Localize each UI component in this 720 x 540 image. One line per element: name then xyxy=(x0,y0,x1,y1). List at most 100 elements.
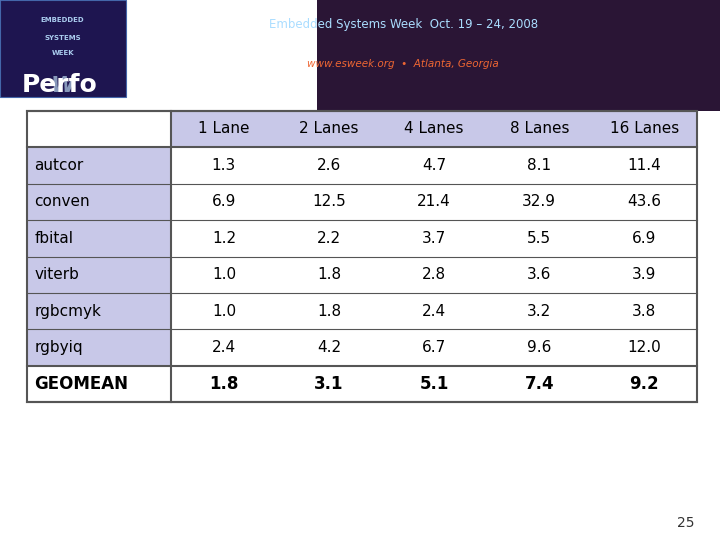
Bar xyxy=(27,184,171,220)
Text: EMBEDDED: EMBEDDED xyxy=(41,17,84,23)
Text: 16 Lanes: 16 Lanes xyxy=(610,122,679,137)
Text: 2.4: 2.4 xyxy=(422,303,446,319)
Text: 3.9: 3.9 xyxy=(632,267,657,282)
Bar xyxy=(276,147,382,184)
Text: 3.6: 3.6 xyxy=(527,267,552,282)
Text: 1.2: 1.2 xyxy=(212,231,236,246)
Bar xyxy=(27,293,171,329)
Bar xyxy=(27,147,171,184)
Text: 4.7: 4.7 xyxy=(422,158,446,173)
Text: WEEK: WEEK xyxy=(51,50,74,56)
Text: 21.4: 21.4 xyxy=(418,194,451,210)
Bar xyxy=(487,293,592,329)
Text: W: W xyxy=(50,76,75,96)
Text: 5.1: 5.1 xyxy=(420,375,449,393)
Bar xyxy=(487,329,592,366)
Text: 3.7: 3.7 xyxy=(422,231,446,246)
Bar xyxy=(487,220,592,256)
Bar xyxy=(592,184,697,220)
Text: 3.1: 3.1 xyxy=(314,375,343,393)
Bar xyxy=(276,366,382,402)
Text: 1.0: 1.0 xyxy=(212,267,236,282)
Bar xyxy=(382,329,487,366)
Text: Embedded Systems Week  Oct. 19 – 24, 2008: Embedded Systems Week Oct. 19 – 24, 2008 xyxy=(269,18,538,31)
Bar xyxy=(171,366,276,402)
Text: conven: conven xyxy=(35,194,90,210)
Bar xyxy=(592,220,697,256)
Text: 12.0: 12.0 xyxy=(628,340,661,355)
Text: 7.4: 7.4 xyxy=(524,375,554,393)
Bar xyxy=(27,111,697,402)
Bar xyxy=(171,220,276,256)
Bar xyxy=(276,293,382,329)
Bar xyxy=(487,147,592,184)
Text: www.esweek.org  •  Atlanta, Georgia: www.esweek.org • Atlanta, Georgia xyxy=(307,59,499,69)
Bar xyxy=(592,147,697,184)
Text: GEOMEAN: GEOMEAN xyxy=(35,375,129,393)
Bar xyxy=(382,366,487,402)
Bar xyxy=(382,147,487,184)
Text: 12.5: 12.5 xyxy=(312,194,346,210)
Text: 1 Lane: 1 Lane xyxy=(198,122,250,137)
Bar xyxy=(27,220,171,256)
Bar xyxy=(171,293,276,329)
Bar xyxy=(487,366,592,402)
FancyBboxPatch shape xyxy=(0,0,126,97)
Bar xyxy=(171,329,276,366)
Text: 2 Lanes: 2 Lanes xyxy=(300,122,359,137)
Bar xyxy=(592,293,697,329)
Text: SYSTEMS: SYSTEMS xyxy=(45,35,81,40)
Bar xyxy=(27,111,171,147)
Text: Perfo: Perfo xyxy=(22,73,97,97)
Text: 1.3: 1.3 xyxy=(212,158,236,173)
Bar xyxy=(276,184,382,220)
Text: 8 Lanes: 8 Lanes xyxy=(510,122,569,137)
Text: 4.2: 4.2 xyxy=(317,340,341,355)
Bar xyxy=(487,111,592,147)
Bar xyxy=(171,256,276,293)
Bar xyxy=(487,256,592,293)
Bar xyxy=(276,111,382,147)
Bar xyxy=(487,184,592,220)
Bar xyxy=(592,256,697,293)
Text: 6.7: 6.7 xyxy=(422,340,446,355)
Text: 11.4: 11.4 xyxy=(628,158,661,173)
Text: 9.6: 9.6 xyxy=(527,340,552,355)
Text: 2.2: 2.2 xyxy=(317,231,341,246)
Text: 3.2: 3.2 xyxy=(527,303,552,319)
Bar xyxy=(171,111,276,147)
Text: 1.8: 1.8 xyxy=(210,375,238,393)
Bar xyxy=(276,329,382,366)
Text: 9.2: 9.2 xyxy=(629,375,660,393)
Text: 8.1: 8.1 xyxy=(527,158,552,173)
Bar xyxy=(382,111,487,147)
Text: 1.8: 1.8 xyxy=(317,303,341,319)
Text: 2.4: 2.4 xyxy=(212,340,236,355)
Text: 43.6: 43.6 xyxy=(627,194,662,210)
Text: viterb: viterb xyxy=(35,267,79,282)
Text: 6.9: 6.9 xyxy=(212,194,236,210)
Bar xyxy=(27,256,171,293)
Bar xyxy=(382,220,487,256)
Text: 6.9: 6.9 xyxy=(632,231,657,246)
Bar xyxy=(171,184,276,220)
Bar xyxy=(382,256,487,293)
Bar xyxy=(27,366,171,402)
Text: 1.0: 1.0 xyxy=(212,303,236,319)
Text: 25: 25 xyxy=(678,516,695,530)
Text: 3.8: 3.8 xyxy=(632,303,657,319)
FancyBboxPatch shape xyxy=(317,0,720,111)
Bar xyxy=(592,329,697,366)
Bar xyxy=(276,256,382,293)
Text: autcor: autcor xyxy=(35,158,84,173)
Bar xyxy=(171,147,276,184)
Bar xyxy=(382,184,487,220)
Text: rgbyiq: rgbyiq xyxy=(35,340,84,355)
Bar xyxy=(382,293,487,329)
Text: rgbcmyk: rgbcmyk xyxy=(35,303,102,319)
Text: 1.8: 1.8 xyxy=(317,267,341,282)
Text: 5.5: 5.5 xyxy=(527,231,552,246)
Bar xyxy=(276,220,382,256)
Text: 4 Lanes: 4 Lanes xyxy=(405,122,464,137)
Text: 32.9: 32.9 xyxy=(522,194,557,210)
